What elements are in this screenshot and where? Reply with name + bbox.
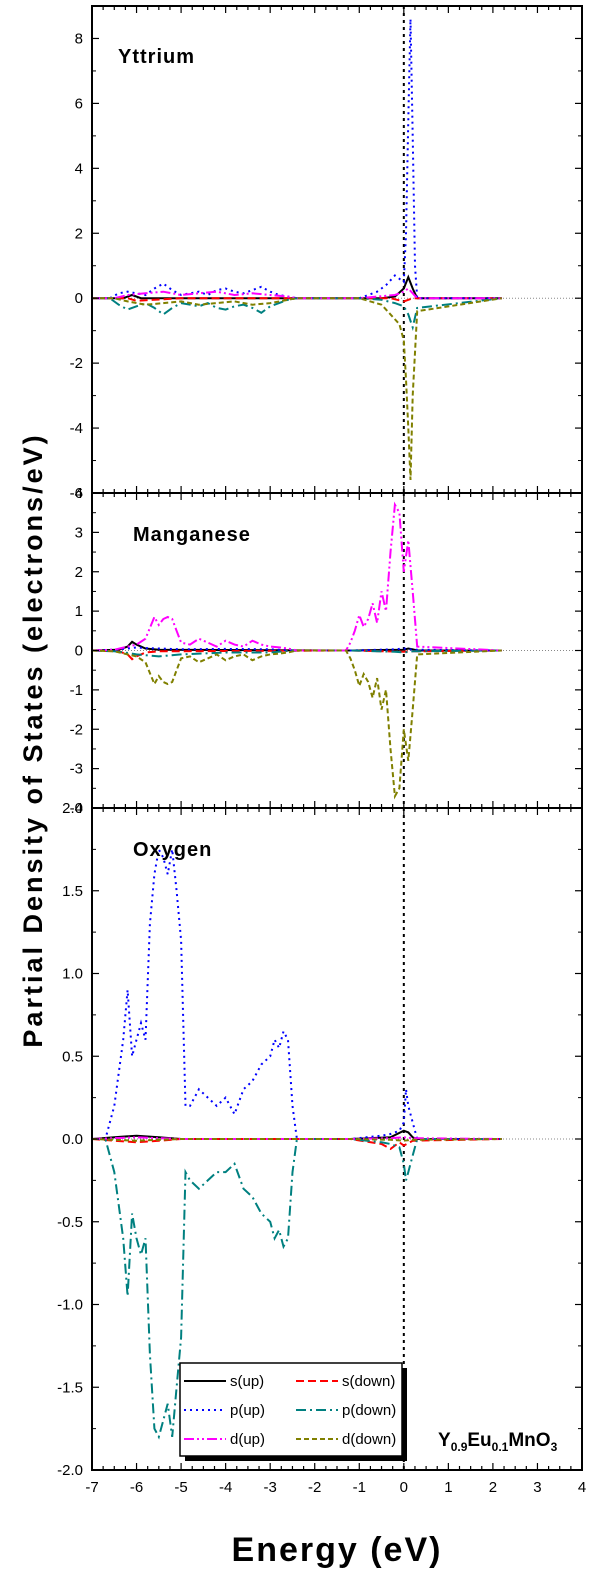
y-tick-label: -4 [70, 420, 83, 437]
legend-label: d(down) [342, 1431, 396, 1448]
y-tick-label: -2 [70, 721, 83, 738]
panel-label: Yttrium [118, 46, 195, 68]
series-group [92, 501, 502, 800]
x-tick-label: 3 [533, 1479, 541, 1496]
compound-formula: Y0.9Eu0.1MnO3 [438, 1430, 558, 1454]
y-tick-label: -1.5 [57, 1379, 83, 1396]
x-tick-label: -1 [353, 1479, 366, 1496]
y-tick-label: -1 [70, 682, 83, 699]
x-tick-label: 0 [400, 1479, 408, 1496]
y-tick-label: 0.0 [62, 1131, 83, 1148]
y-axis-title: Partial Density of States (electrons/eV) [18, 432, 48, 1047]
y-tick-label: 1 [75, 603, 83, 620]
y-tick-label: 2 [75, 564, 83, 581]
series-group [92, 846, 502, 1440]
x-tick-label: -5 [174, 1479, 187, 1496]
legend-label: p(down) [342, 1402, 396, 1419]
x-tick-label: -7 [85, 1479, 98, 1496]
y-tick-label: 0.5 [62, 1048, 83, 1065]
series-line-p-down [92, 649, 502, 658]
panel-yttrium: -6 -4 -2 0 2 4 6 8 Yttrium [70, 5, 583, 502]
series-line-d-down [92, 1138, 502, 1142]
formula-sub2: 0.1 [492, 1440, 509, 1454]
y-tick-label: 2 [75, 225, 83, 242]
y-tick-label: -1.0 [57, 1297, 83, 1314]
y-tick-label: -2 [70, 355, 83, 372]
series-group [92, 18, 502, 481]
x-tick-label: -4 [219, 1479, 232, 1496]
panels-group: -6 -4 -2 0 2 4 6 8 Yttrium -4 -3 -2 -1 0 1 2 3 4 Manganese… [57, 5, 586, 1496]
series-line-d-down [92, 297, 502, 481]
y-tick-label: 4 [75, 485, 83, 502]
x-tick-label: -3 [264, 1479, 277, 1496]
legend-label: d(up) [230, 1431, 265, 1448]
series-line-p-up [92, 846, 502, 1140]
y-tick-label: -0.5 [57, 1214, 83, 1231]
legend: s(up) s(down) p(up) p(down) d(up) d(down) [179, 1362, 407, 1461]
series-line-p-up [92, 646, 502, 652]
legend-label: s(up) [230, 1373, 264, 1390]
series-line-d-up [92, 287, 502, 300]
series-line-s-down [92, 297, 502, 303]
x-axis-title: Energy (eV) [232, 1531, 443, 1569]
series-line-p-down [92, 1138, 502, 1440]
formula-sub1: 0.9 [451, 1440, 468, 1454]
series-line-p-down [92, 297, 502, 332]
formula-tail: MnO [508, 1430, 550, 1451]
formula-sub3: 3 [551, 1440, 558, 1454]
series-line-d-up [92, 501, 502, 652]
y-tick-label: 3 [75, 524, 83, 541]
panel-frame [91, 5, 583, 494]
y-tick-label: 8 [75, 30, 83, 47]
legend-label: s(down) [342, 1373, 395, 1390]
y-tick-label: 2.0 [62, 800, 83, 817]
x-tick-label: -6 [130, 1479, 143, 1496]
y-tick-label: -6 [70, 485, 83, 502]
y-tick-label: 0 [75, 643, 83, 660]
y-tick-label: -4 [70, 800, 83, 817]
x-tick-label: 2 [489, 1479, 497, 1496]
y-tick-label: 0 [75, 290, 83, 307]
y-tick-label: -3 [70, 761, 83, 778]
panel-manganese: -4 -3 -2 -1 0 1 2 3 4 Manganese [70, 485, 583, 817]
y-tick-label: -2.0 [57, 1462, 83, 1479]
x-tick-label: -2 [308, 1479, 321, 1496]
legend-box [179, 1362, 403, 1457]
series-line-s-down [92, 1138, 502, 1151]
formula-base: Y [438, 1430, 451, 1451]
series-line-s-up [92, 640, 502, 652]
series-line-p-up [92, 18, 502, 300]
y-tick-label: 1.5 [62, 883, 83, 900]
series-line-s-up [92, 274, 502, 300]
panel-label: Manganese [133, 524, 251, 546]
legend-label: p(up) [230, 1402, 265, 1419]
panel-oxygen: -2.0 -1.5 -1.0 -0.5 0.0 0.5 1.0 1.5 2.0 Oxygen [57, 800, 583, 1479]
panel-label: Oxygen [133, 839, 212, 861]
y-tick-label: 4 [75, 160, 83, 177]
y-tick-label: 1.0 [62, 966, 83, 983]
series-line-d-down [92, 649, 502, 800]
x-tick-label: 1 [444, 1479, 452, 1496]
formula-mid: Eu [467, 1430, 491, 1451]
y-tick-label: 6 [75, 95, 83, 112]
x-tick-label: 4 [578, 1479, 586, 1496]
